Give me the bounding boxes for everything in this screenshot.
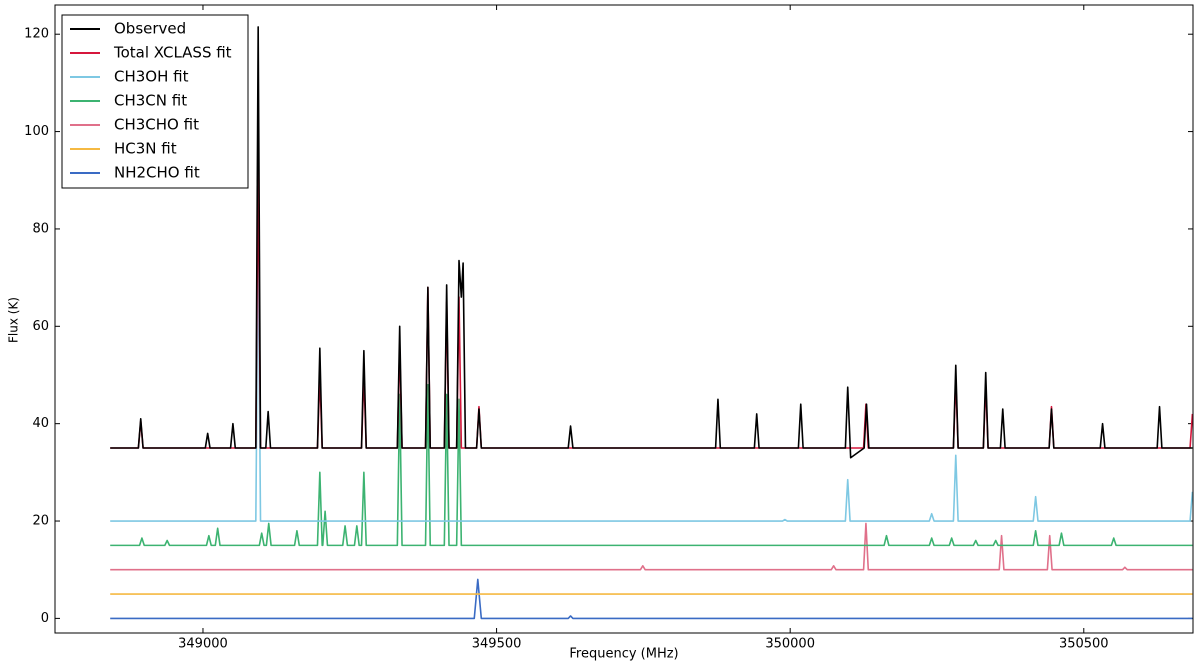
series-line [110,578,1193,620]
series-line [110,26,1193,459]
y-axis-label: Flux (K) [7,297,21,343]
legend-label: Observed [114,20,186,38]
legend-label: HC3N fit [114,140,177,158]
y-tick-label: 0 [41,611,49,626]
series-line [110,237,1193,522]
legend-label: CH3CN fit [114,92,187,110]
y-tick-label: 100 [24,124,49,139]
x-tick-label: 350500 [1059,637,1109,652]
y-tick-label: 20 [32,514,49,529]
y-tick-label: 40 [32,416,49,431]
legend-label: Total XCLASS fit [113,44,232,62]
y-tick-label: 80 [32,221,49,236]
series-line [110,383,1193,547]
x-tick-label: 349000 [178,637,228,652]
y-tick-label: 120 [24,27,49,42]
plot-frame [54,4,1194,634]
x-tick-label: 349500 [472,637,522,652]
legend-label: NH2CHO fit [114,164,200,182]
y-tick-label: 60 [32,319,49,334]
x-tick-label: 350000 [765,637,815,652]
x-axis-label: Frequency (MHz) [569,647,678,662]
legend-label: CH3OH fit [114,68,189,86]
legend-label: CH3CHO fit [114,116,199,134]
series-line [110,162,1193,449]
series-line [110,522,1193,571]
